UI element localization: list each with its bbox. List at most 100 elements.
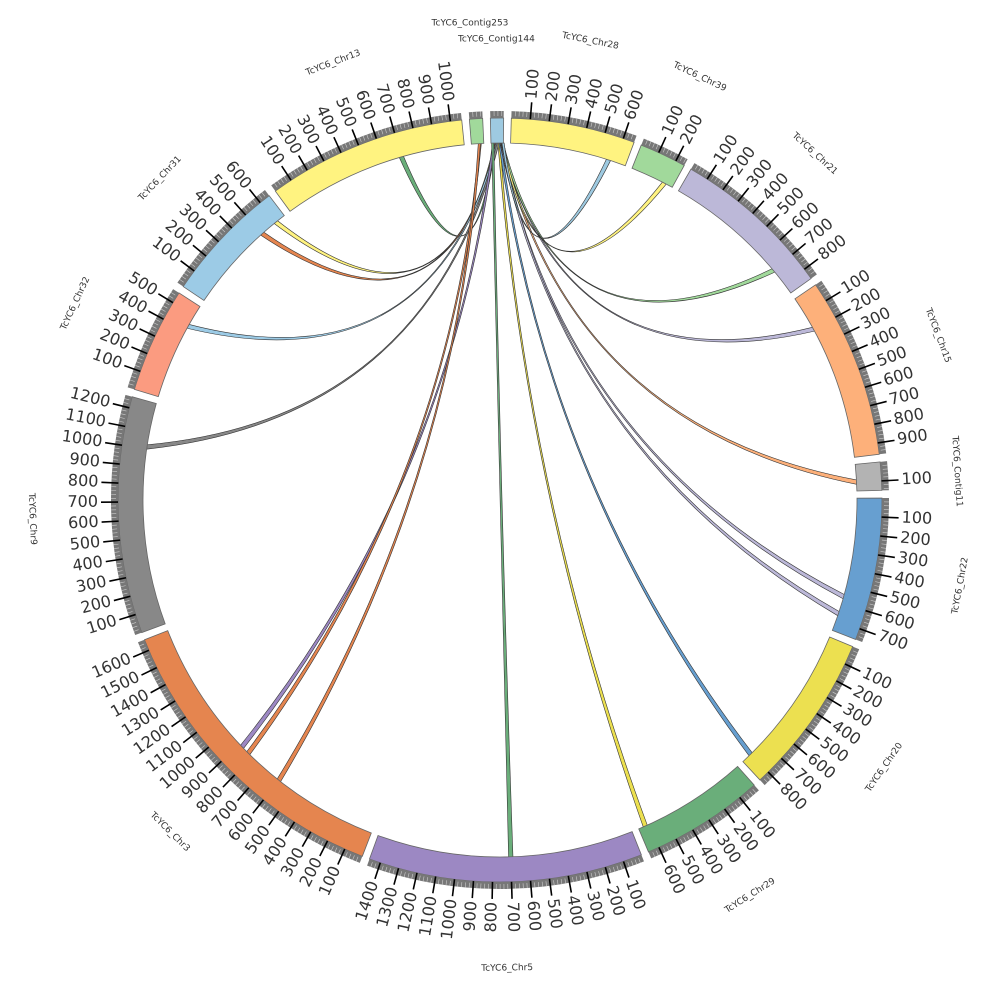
major-tick: [567, 107, 572, 125]
minor-tick: [370, 133, 373, 139]
minor-tick: [655, 144, 659, 150]
minor-tick: [381, 129, 384, 135]
minor-tick: [763, 778, 768, 783]
minor-tick: [594, 872, 597, 878]
minor-tick: [790, 750, 795, 755]
minor-tick: [271, 810, 275, 815]
ideogram-band: [854, 461, 883, 492]
tick-strip: [690, 163, 817, 279]
minor-tick: [802, 736, 807, 740]
minor-tick: [579, 119, 582, 125]
tick-label: 400: [563, 894, 587, 927]
minor-tick: [609, 127, 612, 132]
minor-tick: [137, 357, 143, 361]
minor-tick: [875, 577, 881, 580]
major-tick: [370, 122, 378, 139]
minor-tick: [673, 842, 677, 848]
minor-tick: [153, 322, 159, 326]
major-tick: [195, 746, 210, 759]
major-tick: [101, 481, 119, 484]
tick-label: 200: [899, 528, 931, 550]
minor-tick: [162, 305, 168, 309]
minor-tick: [258, 194, 263, 199]
major-tick: [803, 258, 819, 270]
minor-tick: [694, 164, 699, 170]
ideogram-band: [274, 119, 465, 212]
minor-tick: [809, 726, 814, 731]
minor-tick: [852, 344, 858, 348]
minor-tick: [232, 778, 237, 783]
minor-tick: [407, 873, 410, 879]
minor-tick: [579, 875, 582, 881]
ideogram-band: [182, 195, 285, 302]
minor-tick: [139, 354, 144, 357]
minor-tick: [296, 168, 300, 173]
minor-tick: [113, 455, 119, 457]
minor-tick: [359, 137, 362, 143]
tick-label: 800: [481, 902, 501, 933]
minor-tick: [851, 654, 857, 657]
minor-tick: [317, 838, 321, 844]
minor-tick: [620, 130, 623, 136]
major-tick: [880, 535, 898, 539]
segment-tcyc6-contig144: TcYC6_Contig144: [457, 35, 535, 144]
minor-tick: [747, 203, 752, 208]
minor-tick: [556, 115, 559, 121]
minor-tick: [879, 558, 885, 561]
minor-tick: [283, 176, 287, 181]
minor-tick: [698, 166, 702, 172]
segment-name-label: TcYC6_Chr29: [722, 876, 777, 916]
minor-tick: [798, 255, 804, 260]
minor-tick: [127, 611, 133, 614]
minor-tick: [403, 123, 406, 129]
minor-tick: [345, 852, 348, 858]
major-tick: [182, 731, 198, 744]
major-tick: [248, 188, 261, 204]
minor-tick: [680, 838, 683, 844]
minor-tick: [878, 562, 884, 564]
major-tick: [112, 402, 130, 409]
minor-tick: [392, 869, 395, 875]
minor-tick: [195, 257, 200, 261]
minor-tick: [627, 862, 630, 867]
minor-tick: [620, 864, 623, 870]
ideogram-band: [143, 630, 372, 857]
minor-tick: [612, 866, 616, 872]
minor-tick: [616, 129, 619, 135]
minor-tick: [213, 759, 218, 764]
minor-tick: [261, 803, 266, 808]
minor-tick: [759, 213, 764, 218]
minor-tick: [327, 844, 331, 849]
minor-tick: [772, 770, 777, 775]
major-tick: [816, 712, 832, 724]
minor-tick: [765, 218, 769, 223]
major-tick: [284, 821, 296, 837]
minor-tick: [355, 856, 359, 862]
tick-strip: [759, 646, 860, 786]
segment-name-label: TcYC6_Chr28: [560, 31, 620, 52]
minor-tick: [146, 336, 152, 340]
minor-tick: [381, 865, 384, 871]
minor-tick: [399, 123, 402, 129]
minor-tick: [146, 661, 152, 664]
minor-tick: [839, 678, 845, 682]
links-layer: [146, 142, 857, 858]
minor-tick: [866, 614, 872, 617]
minor-tick: [877, 430, 883, 432]
major-tick: [767, 771, 781, 785]
major-tick: [124, 364, 141, 373]
minor-tick: [669, 151, 673, 156]
minor-tick: [816, 717, 821, 721]
minor-tick: [541, 881, 543, 887]
ideogram-band: [742, 636, 854, 781]
minor-tick: [115, 440, 121, 442]
minor-tick: [143, 343, 149, 347]
segment-name-label: TcYC6_Chr13: [304, 48, 362, 78]
link-tcyc6-chr20: [498, 142, 753, 757]
minor-tick: [274, 182, 278, 188]
minor-tick: [143, 654, 149, 657]
major-tick: [708, 819, 719, 835]
